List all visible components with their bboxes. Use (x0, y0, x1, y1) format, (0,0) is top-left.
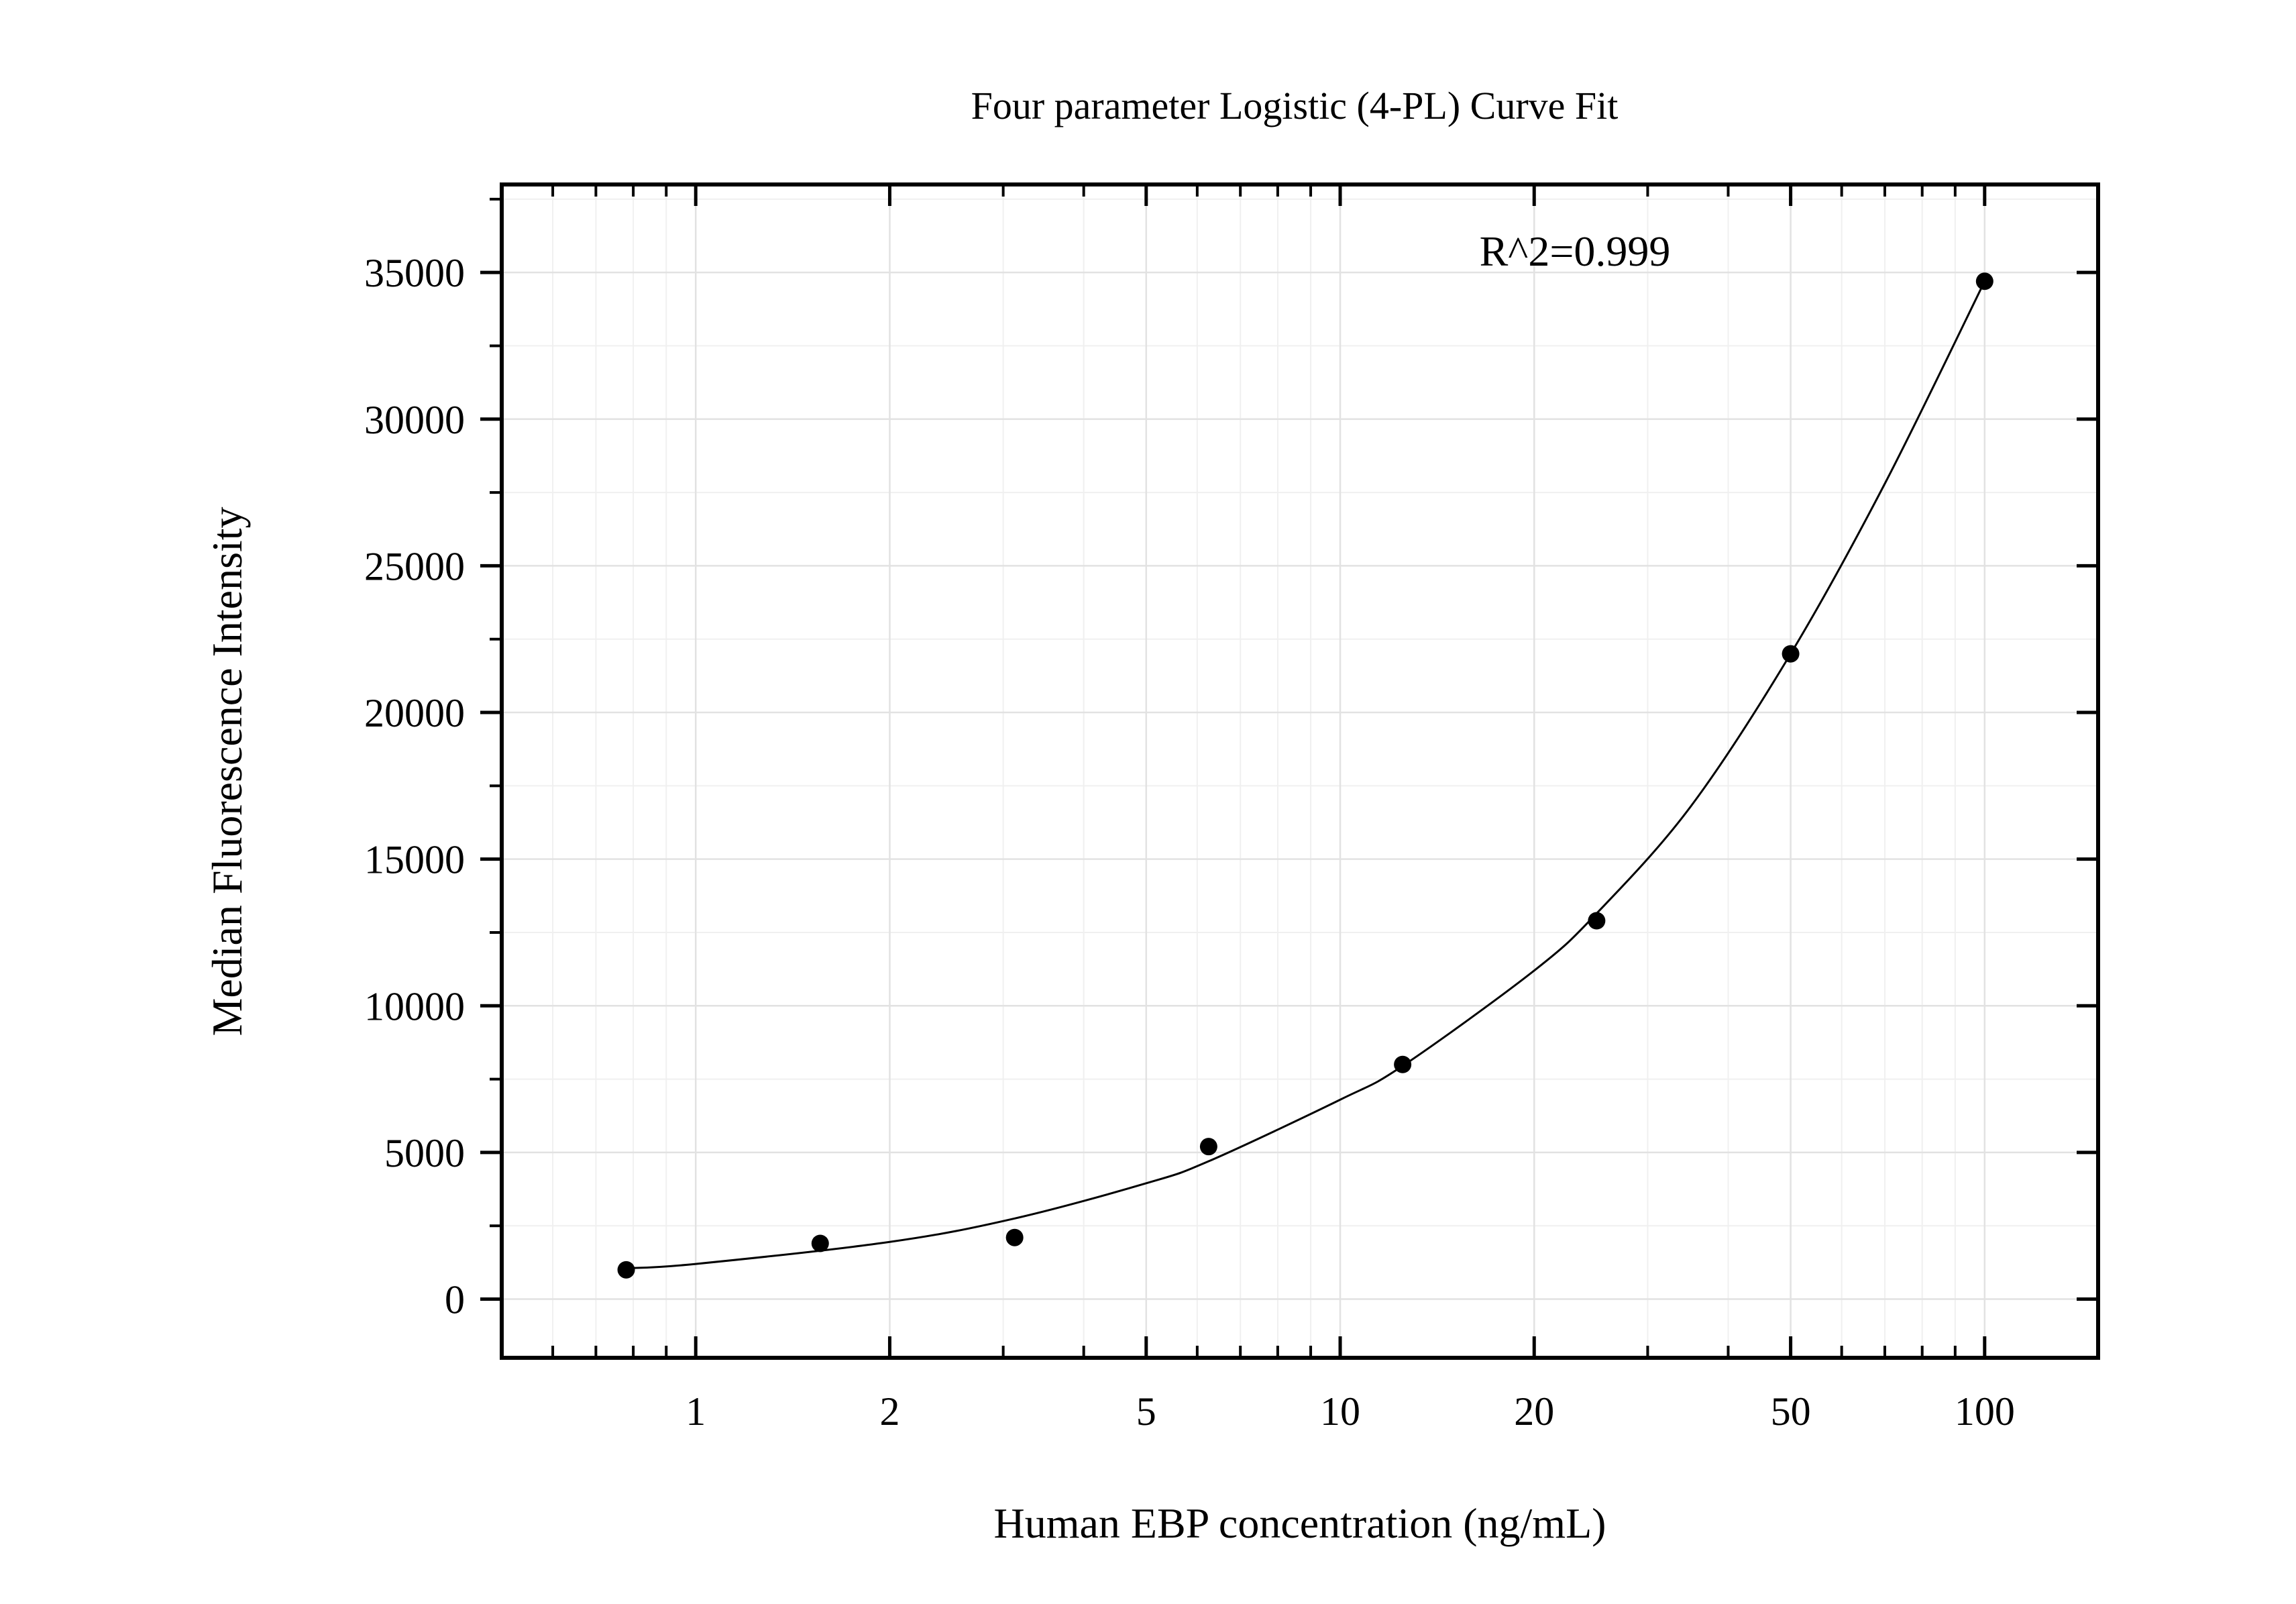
data-point (1975, 272, 1993, 290)
major-grid (502, 184, 2098, 1358)
r-squared-annotation: R^2=0.999 (1480, 227, 1671, 275)
data-point (1005, 1228, 1024, 1246)
y-tick-label: 30000 (364, 398, 465, 442)
y-tick-label: 35000 (364, 251, 465, 295)
x-tick-label: 20 (1514, 1389, 1554, 1434)
data-point (1394, 1055, 1412, 1073)
y-axis: 0 5000 10000 15000 20000 25000 30000 35000 (364, 197, 2098, 1322)
x-axis: 1 2 5 10 20 50 100 (551, 184, 2015, 1434)
x-axis-label: Human EBP concentration (ng/mL) (994, 1499, 1606, 1547)
y-tick-label: 20000 (364, 691, 465, 735)
data-points (617, 272, 1993, 1279)
y-tick-label: 5000 (384, 1131, 465, 1175)
x-tick-label: 1 (686, 1389, 706, 1434)
minor-grid (502, 184, 2098, 1358)
data-point (1199, 1138, 1217, 1156)
y-tick-label: 15000 (364, 838, 465, 882)
data-point (811, 1234, 829, 1252)
y-tick-label: 0 (445, 1278, 465, 1322)
y-tick-label: 10000 (364, 984, 465, 1028)
x-tick-label: 10 (1320, 1389, 1360, 1434)
x-tick-label: 100 (1955, 1389, 2015, 1434)
y-tick-label: 25000 (364, 544, 465, 588)
y-axis-label: Median Fluorescence Intensity (203, 506, 251, 1036)
x-tick-label: 5 (1136, 1389, 1156, 1434)
chart-title: Four parameter Logistic (4-PL) Curve Fit (971, 84, 1619, 127)
data-point (617, 1261, 635, 1279)
plot-frame (500, 182, 2100, 1360)
x-tick-label: 2 (879, 1389, 899, 1434)
x-tick-label: 50 (1771, 1389, 1811, 1434)
data-point (1782, 645, 1800, 663)
data-point (1588, 912, 1606, 930)
